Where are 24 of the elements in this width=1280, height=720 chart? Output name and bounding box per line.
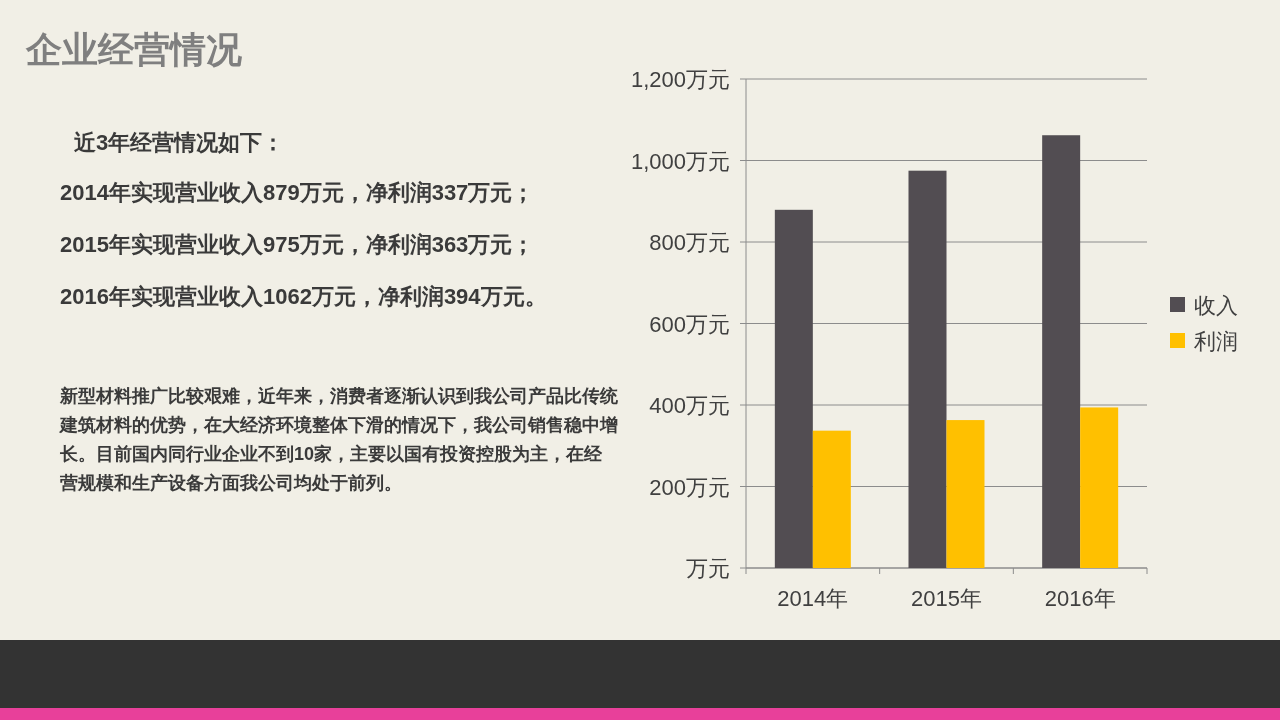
bar	[1080, 407, 1119, 568]
bar	[774, 209, 813, 568]
text: 新型材料推广比较艰难，近年来，消费者逐渐认识到我公司产品比传统建筑材料的优势，在大经济环境整体下滑的情况下，我公司销售稳中增长。目前国内同行业企业不到10家，主要以国有投资控股为主，在经营规模和生产设备方面我公司均处于前列。	[60, 385, 619, 495]
text: 企业经营情况	[26, 28, 242, 72]
bar	[946, 420, 985, 568]
y-tick-label: 万元	[686, 556, 730, 581]
y-tick-label: 800万元	[649, 230, 730, 255]
text: 2014年实现营业收入879万元，净利润337万元；	[60, 179, 535, 207]
y-tick-label: 600万元	[649, 311, 730, 337]
x-tick-label: 2016年	[1044, 586, 1116, 611]
bar	[1042, 135, 1081, 568]
bar	[812, 430, 851, 568]
legend-label: 收入	[1194, 293, 1238, 318]
y-tick-label: 1,200万元	[630, 67, 730, 92]
x-tick-label: 2014年	[777, 586, 849, 611]
bar	[908, 170, 947, 568]
text: 2015年实现营业收入975万元，净利润363万元；	[60, 231, 535, 259]
text: 近3年经营情况如下：	[74, 129, 285, 157]
y-tick-label: 1,000万元	[630, 148, 730, 174]
text: 2016年实现营业收入1062万元，净利润394万元。	[60, 283, 547, 311]
y-tick-label: 200万元	[649, 474, 730, 500]
legend-label: 利润	[1194, 329, 1238, 354]
x-tick-label: 2015年	[911, 586, 982, 611]
y-tick-label: 400万元	[649, 393, 730, 418]
